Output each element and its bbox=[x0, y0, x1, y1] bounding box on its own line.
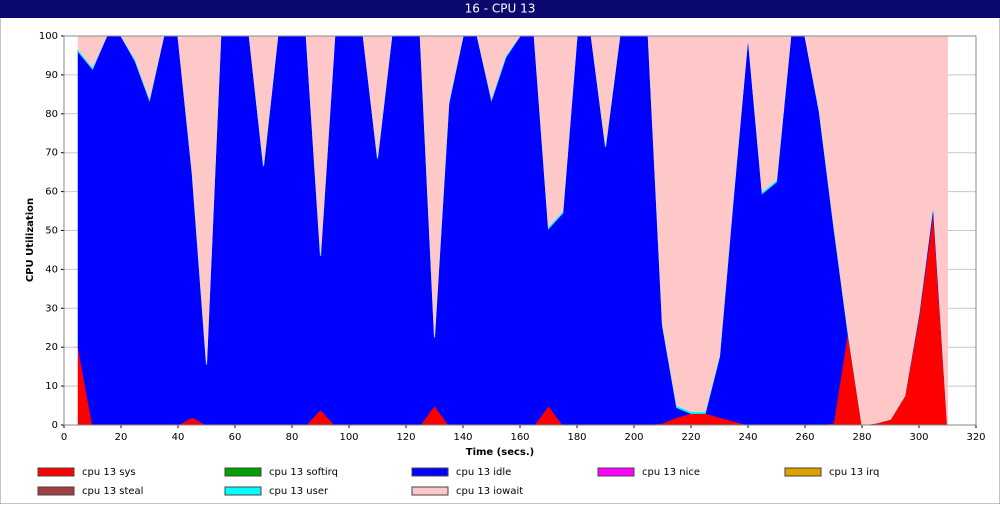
title-bar bbox=[0, 0, 1000, 18]
y-tick-label: 70 bbox=[45, 148, 58, 159]
y-tick-label: 40 bbox=[45, 264, 58, 275]
y-tick-label: 20 bbox=[45, 342, 58, 353]
legend-swatch bbox=[224, 486, 262, 496]
legend-label: cpu 13 nice bbox=[642, 467, 700, 478]
legend-swatch bbox=[784, 467, 822, 477]
x-tick-label: 320 bbox=[966, 432, 985, 443]
legend-label: cpu 13 steal bbox=[82, 486, 143, 497]
legend-swatch bbox=[37, 467, 75, 477]
legend-label: cpu 13 softirq bbox=[269, 467, 338, 478]
x-tick-label: 0 bbox=[61, 432, 67, 443]
x-axis-label: Time (secs.) bbox=[466, 447, 535, 458]
legend-swatch bbox=[597, 467, 635, 477]
legend-label: cpu 13 user bbox=[269, 486, 329, 497]
legend-swatch bbox=[411, 467, 449, 477]
x-tick-label: 60 bbox=[229, 432, 242, 443]
x-tick-label: 120 bbox=[396, 432, 415, 443]
x-tick-label: 180 bbox=[567, 432, 586, 443]
legend-swatch bbox=[224, 467, 262, 477]
x-tick-label: 300 bbox=[909, 432, 928, 443]
x-tick-label: 280 bbox=[852, 432, 871, 443]
legend-label: cpu 13 idle bbox=[456, 467, 511, 478]
x-tick-label: 20 bbox=[115, 432, 128, 443]
y-axis-label: CPU Utilization bbox=[25, 198, 36, 282]
y-tick-label: 10 bbox=[45, 381, 58, 392]
x-tick-label: 220 bbox=[681, 432, 700, 443]
x-tick-label: 40 bbox=[172, 432, 185, 443]
y-tick-label: 0 bbox=[52, 420, 58, 431]
legend-label: cpu 13 irq bbox=[829, 467, 879, 478]
x-tick-label: 140 bbox=[453, 432, 472, 443]
x-tick-label: 260 bbox=[795, 432, 814, 443]
legend-label: cpu 13 sys bbox=[82, 467, 136, 478]
y-tick-label: 30 bbox=[45, 303, 58, 314]
legend-swatch bbox=[411, 486, 449, 496]
x-tick-label: 80 bbox=[286, 432, 299, 443]
y-tick-label: 90 bbox=[45, 70, 58, 81]
legend-swatch bbox=[37, 486, 75, 496]
y-tick-label: 50 bbox=[45, 226, 58, 237]
x-tick-label: 200 bbox=[624, 432, 643, 443]
y-tick-label: 80 bbox=[45, 109, 58, 120]
y-tick-label: 60 bbox=[45, 187, 58, 198]
x-tick-label: 160 bbox=[510, 432, 529, 443]
plot-border bbox=[63, 35, 977, 426]
chart-title: 16 - CPU 13 bbox=[465, 2, 536, 16]
legend-label: cpu 13 iowait bbox=[456, 486, 523, 497]
x-tick-label: 100 bbox=[339, 432, 358, 443]
y-tick-label: 100 bbox=[39, 31, 58, 42]
x-tick-label: 240 bbox=[738, 432, 757, 443]
